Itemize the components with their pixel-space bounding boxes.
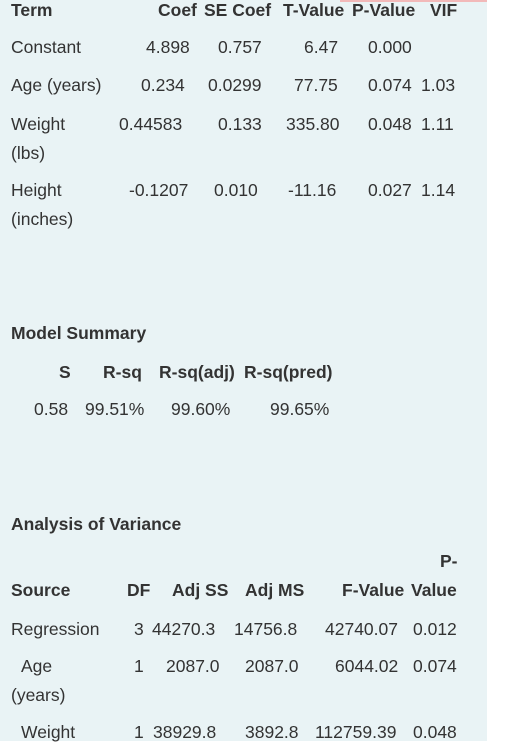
summary-header-rsq-pred: R-sq(pred) — [244, 362, 333, 382]
vif-value: 1.03 — [421, 75, 456, 95]
anova-adj-ms: 3892.8 — [245, 722, 299, 742]
summary-rsq-value: 99.51% — [85, 399, 145, 419]
t-value: -11.16 — [288, 180, 337, 200]
summary-header-s: S — [59, 362, 71, 382]
p-value: 0.048 — [368, 114, 412, 134]
anova-adj-ss: 38929.8 — [153, 722, 217, 742]
summary-rsq-pred-value: 99.65% — [270, 399, 330, 419]
vif-value: 1.11 — [421, 114, 454, 134]
anova-p-value: 0.012 — [413, 619, 457, 639]
coef-value: -0.1207 — [129, 180, 189, 200]
coef-value: 4.898 — [146, 37, 190, 57]
model-summary-title: Model Summary — [11, 323, 147, 343]
anova-adj-ss: 44270.3 — [152, 619, 216, 639]
anova-adj-ms: 14756.8 — [234, 619, 298, 639]
anova-header-df: DF — [127, 580, 151, 600]
accent-bar — [340, 0, 487, 2]
anova-df: 1 — [134, 722, 144, 742]
se-coef-value: 0.757 — [218, 37, 262, 57]
anova-adj-ss: 2087.0 — [166, 656, 220, 676]
anova-source: Age — [21, 656, 53, 676]
coef-term-cont: (inches) — [11, 209, 74, 229]
anova-header-p-bottom: Value — [411, 580, 457, 600]
anova-header-source: Source — [11, 580, 71, 600]
se-coef-value: 0.133 — [218, 114, 262, 134]
p-value: 0.027 — [368, 180, 412, 200]
t-value: 6.47 — [304, 37, 339, 57]
anova-source-cont: (years) — [11, 685, 66, 705]
coef-header-vif: VIF — [430, 0, 458, 20]
coef-term: Weight — [11, 114, 66, 134]
anova-source: Weight — [21, 722, 76, 742]
anova-f-value: 112759.39 — [315, 722, 397, 742]
anova-p-value: 0.074 — [413, 656, 457, 676]
summary-s-value: 0.58 — [34, 399, 69, 419]
anova-df: 1 — [134, 656, 144, 676]
coef-value: 0.44583 — [119, 114, 183, 134]
anova-header-p-top: P- — [440, 551, 458, 571]
coef-term-cont: (lbs) — [11, 143, 46, 163]
anova-source: Regression — [11, 619, 100, 639]
t-value: 77.75 — [294, 75, 338, 95]
t-value: 335.80 — [286, 114, 340, 134]
p-value: 0.074 — [368, 75, 412, 95]
coef-header-t: T-Value — [283, 0, 345, 20]
summary-header-rsq: R-sq — [103, 362, 142, 382]
results-panel: Term Coef SE Coef T-Value P-Value VIF Co… — [0, 0, 487, 742]
anova-f-value: 6044.02 — [335, 656, 399, 676]
p-value: 0.000 — [368, 37, 412, 57]
anova-f-value: 42740.07 — [325, 619, 398, 639]
anova-header-f: F-Value — [342, 580, 405, 600]
coef-header-se: SE Coef — [204, 0, 272, 20]
anova-header-adj-ss: Adj SS — [172, 580, 229, 600]
coef-header-p: P-Value — [352, 0, 416, 20]
se-coef-value: 0.010 — [214, 180, 258, 200]
anova-df: 3 — [134, 619, 144, 639]
anova-header-adj-ms: Adj MS — [245, 580, 305, 600]
coef-term: Constant — [11, 37, 82, 57]
coef-term: Age (years) — [11, 75, 102, 95]
anova-title: Analysis of Variance — [11, 514, 182, 534]
coef-header-coef: Coef — [158, 0, 197, 20]
anova-p-value: 0.048 — [413, 722, 457, 742]
summary-header-rsq-adj: R-sq(adj) — [159, 362, 235, 382]
summary-rsq-adj-value: 99.60% — [171, 399, 231, 419]
se-coef-value: 0.0299 — [208, 75, 262, 95]
vif-value: 1.14 — [421, 180, 456, 200]
coef-term: Height — [11, 180, 62, 200]
coef-header-term: Term — [11, 0, 53, 20]
coef-value: 0.234 — [141, 75, 185, 95]
anova-adj-ms: 2087.0 — [245, 656, 299, 676]
